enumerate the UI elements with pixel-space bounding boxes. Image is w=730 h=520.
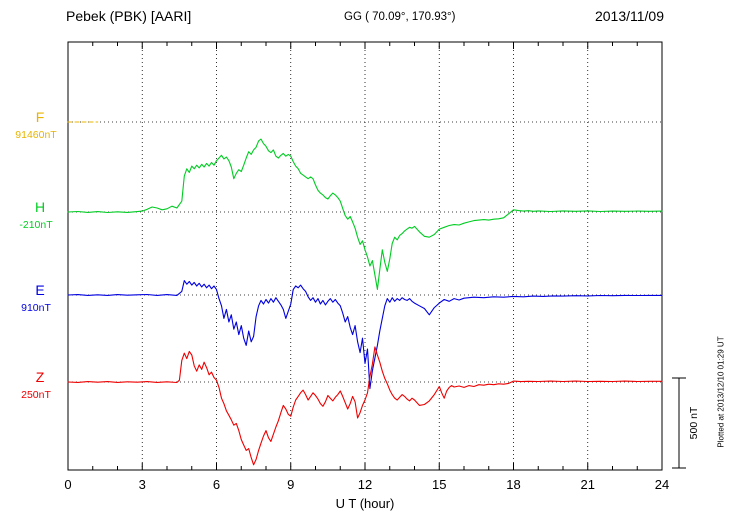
x-tick-label: 15: [432, 477, 446, 492]
trace-H: [67, 138, 663, 290]
component-baseline-F: 91460nT: [15, 129, 57, 141]
x-tick-label: 6: [213, 477, 220, 492]
component-label-E: E: [35, 282, 45, 298]
trace-Z: [67, 346, 663, 466]
component-baseline-Z: 250nT: [21, 389, 51, 401]
scale-bar-label: 500 nT: [688, 406, 700, 440]
plotted-at-note: Plotted at 2013/12/10 01:29 UT: [716, 336, 726, 448]
plot-date: 2013/11/09: [594, 8, 664, 24]
station-title: Pebek (PBK) [AARI]: [66, 8, 192, 24]
x-tick-label: 0: [64, 477, 71, 492]
x-tick-label: 24: [655, 477, 669, 492]
component-baseline-E: 910nT: [21, 302, 51, 314]
trace-E: [67, 280, 663, 390]
component-baseline-H: -210nT: [19, 219, 53, 231]
geo-coordinates: GG ( 70.09°, 170.93°): [344, 11, 456, 23]
component-label-H: H: [34, 199, 46, 215]
x-tick-label: 12: [358, 477, 372, 492]
x-tick-label: 3: [139, 477, 146, 492]
x-axis-label: U T (hour): [335, 496, 395, 511]
component-label-F: F: [35, 109, 45, 125]
component-label-Z: Z: [35, 369, 45, 385]
x-tick-label: 18: [506, 477, 520, 492]
x-tick-label: 9: [287, 477, 294, 492]
x-tick-label: 21: [581, 477, 595, 492]
